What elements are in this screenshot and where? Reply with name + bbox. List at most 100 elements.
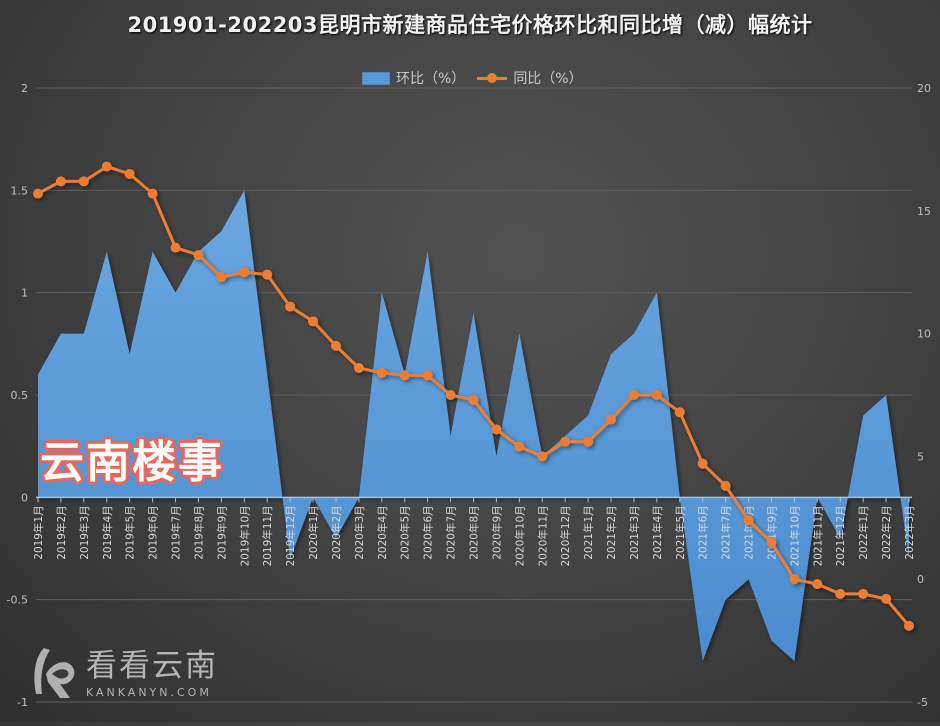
yoy-data-point (812, 579, 823, 590)
y-left-tick-label: 0.5 (11, 389, 29, 402)
chart-legend: 环比（%） 同比（%） (362, 68, 583, 88)
yoy-data-point (33, 188, 43, 199)
watermark-kankanyn: 看看云南 KANKANYN.COM (30, 644, 218, 702)
watermark-yunnan-loushi: 云南楼事 (40, 437, 224, 488)
line-marker-legend-swatch-icon (477, 72, 508, 84)
yoy-data-point (55, 176, 66, 187)
y-right-tick-label: -5 (917, 696, 928, 709)
y-right-tick-label: 5 (917, 450, 924, 463)
yoy-data-point (537, 451, 548, 462)
legend-label-yoy: 同比（%） (513, 71, 583, 87)
x-category-label: 2021年6月 (697, 505, 710, 559)
y-left-tick-label: 1.5 (11, 184, 29, 197)
yoy-data-point (308, 316, 319, 327)
yoy-data-point (376, 367, 387, 378)
x-category-label: 2019年10月 (238, 505, 251, 566)
x-category-label: 2019年1月 (32, 505, 45, 559)
y-left-tick-label: 0 (21, 491, 28, 504)
x-category-label: 2020年6月 (422, 505, 435, 559)
x-category-label: 2021年12月 (834, 505, 847, 566)
yoy-data-point (858, 588, 869, 599)
yoy-data-point (216, 272, 227, 283)
yoy-data-point (628, 390, 639, 400)
kankan-logo-icon (30, 644, 78, 702)
yoy-data-point (399, 370, 410, 381)
x-category-label: 2021年1月 (582, 505, 595, 559)
yoy-line-series (33, 161, 914, 631)
x-category-label: 2019年2月 (55, 505, 68, 559)
x-category-label: 2022年2月 (880, 505, 893, 559)
y-left-tick-label: 1 (21, 287, 28, 300)
yoy-data-point (78, 176, 89, 187)
yoy-data-point (789, 574, 800, 585)
x-category-label: 2022年1月 (857, 505, 870, 559)
yoy-data-point (262, 269, 273, 280)
legend-label-mom: 环比（%） (396, 71, 466, 87)
x-category-label: 2019年7月 (170, 505, 183, 559)
yoy-data-point (124, 168, 135, 179)
yoy-data-point (651, 390, 662, 400)
yoy-data-point (353, 362, 364, 373)
kankan-en-text: KANKANYN.COM (86, 686, 212, 699)
yoy-data-point (468, 394, 479, 405)
yoy-data-point (330, 340, 341, 351)
x-category-label: 2020年1月 (307, 505, 320, 559)
x-category-label: 2020年10月 (513, 505, 526, 566)
y-right-tick-label: 0 (917, 573, 924, 586)
x-category-label: 2021年10月 (788, 505, 801, 566)
yoy-data-point (170, 242, 181, 253)
x-category-label: 2021年2月 (605, 505, 618, 559)
yoy-data-point (697, 458, 708, 469)
yoy-data-point (239, 267, 250, 278)
yoy-data-point (147, 188, 158, 199)
yoy-data-point (766, 537, 777, 548)
x-category-label: 2019年12月 (284, 505, 297, 566)
x-category-label: 2019年9月 (215, 505, 228, 559)
x-category-label: 2021年7月 (720, 505, 733, 559)
yoy-data-point (491, 424, 502, 435)
y-right-tick-label: 20 (917, 82, 931, 95)
x-category-label: 2020年7月 (445, 505, 458, 559)
mom-area-series (38, 190, 909, 662)
x-category-label: 2019年5月 (124, 505, 137, 559)
area-legend-swatch-icon (362, 71, 390, 85)
x-category-label: 2020年3月 (353, 505, 366, 559)
x-category-label: 2021年3月 (628, 505, 641, 559)
yoy-data-point (514, 441, 525, 452)
x-category-label: 2022年3月 (903, 505, 916, 559)
yoy-data-point (835, 588, 846, 599)
yoy-data-point (193, 250, 204, 261)
x-category-label: 2020年2月 (330, 505, 343, 559)
yoy-data-point (674, 407, 685, 418)
y-left-tick-label: 2 (21, 82, 28, 95)
yoy-data-point (101, 161, 112, 172)
x-category-label: 2021年11月 (811, 505, 824, 566)
yoy-data-point (285, 301, 296, 312)
x-category-label: 2021年4月 (651, 505, 664, 559)
x-category-label: 2021年5月 (674, 505, 687, 559)
x-category-label: 2020年5月 (399, 505, 412, 559)
yoy-data-point (904, 620, 914, 631)
yoy-data-point (560, 436, 571, 447)
x-category-label: 2020年12月 (559, 505, 572, 566)
x-category-label: 2020年4月 (376, 505, 389, 559)
x-category-label: 2020年11月 (536, 505, 549, 566)
x-category-label: 2020年9月 (490, 505, 503, 559)
y-left-tick-label: -1 (17, 696, 28, 709)
x-category-label: 2019年11月 (261, 505, 274, 566)
yoy-data-point (445, 390, 456, 400)
y-left-tick-label: -0.5 (7, 594, 28, 607)
yoy-data-point (743, 515, 754, 526)
x-category-label: 2019年6月 (147, 505, 160, 559)
yoy-data-point (720, 480, 731, 491)
kankan-cn-text: 看看云南 (86, 648, 218, 684)
x-category-label: 2019年3月 (78, 505, 91, 559)
yoy-data-point (606, 414, 617, 425)
x-category-label: 2019年8月 (192, 505, 205, 559)
y-right-tick-label: 10 (917, 328, 931, 341)
yoy-data-point (583, 436, 594, 447)
yoy-data-point (422, 370, 433, 381)
chart-title: 201901-202203昆明市新建商品住宅价格环比和同比增（减）幅统计 (127, 13, 813, 37)
